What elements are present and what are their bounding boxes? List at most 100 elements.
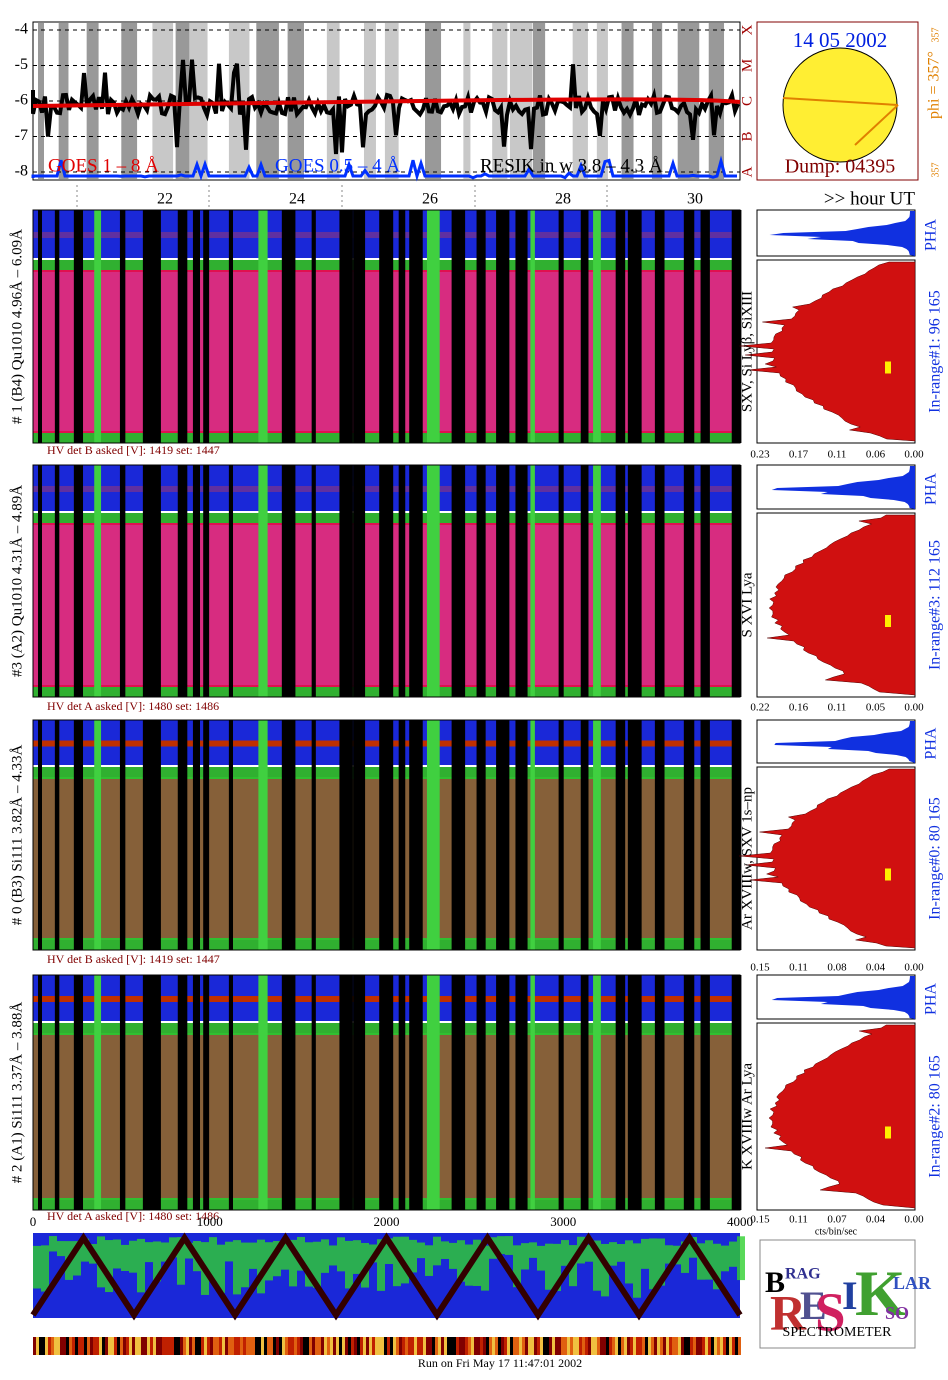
timeline-cell [657, 1337, 660, 1355]
timeline-cell [327, 1337, 330, 1355]
marker [885, 361, 891, 374]
y-tick-label: -8 [15, 163, 28, 180]
data-gap [228, 465, 234, 697]
counter-fill [305, 1242, 313, 1287]
data-gap [203, 720, 210, 950]
counter-fill [433, 1236, 441, 1266]
timeline-cell [501, 1337, 504, 1355]
marker [885, 1126, 891, 1139]
timeline-cell [690, 1337, 693, 1355]
timeline-cell [363, 1337, 366, 1355]
x-tick-label: 0.16 [789, 702, 809, 714]
data-gap [154, 975, 161, 1210]
timeline-cell [102, 1337, 105, 1355]
frame [32, 209, 741, 444]
data-gap [558, 975, 564, 1210]
timeline-cell [348, 1337, 351, 1355]
timeline-cell [672, 1337, 675, 1355]
data-gap [593, 975, 601, 1210]
timeline-cell [90, 1337, 93, 1355]
timeline-cell [282, 1337, 285, 1355]
timeline-cell [96, 1337, 99, 1355]
timeline-cell [84, 1337, 87, 1355]
data-gap [94, 720, 102, 950]
data-gap [700, 975, 710, 1210]
goes-red [32, 97, 741, 108]
counter-fill [553, 1243, 561, 1291]
pha-histogram [774, 721, 915, 763]
inrange: In-range#3: 112 165 [927, 540, 944, 670]
logo-box [759, 1239, 916, 1349]
x-tick-label: 0.05 [866, 702, 886, 714]
data-gap [409, 720, 423, 950]
line-label: S XVI Lya [739, 572, 755, 637]
x-tick-label: 0.11 [789, 962, 808, 974]
goes-short [31, 155, 737, 182]
data-gap [258, 465, 268, 697]
timeline-cell [510, 1337, 513, 1355]
counter-fill [361, 1242, 369, 1288]
data-gap [353, 465, 366, 697]
data-gap [731, 465, 742, 697]
counter-fill [353, 1240, 361, 1274]
flare-class: X [739, 24, 755, 35]
logo-letter: I [842, 1273, 858, 1318]
x-tick-label: 0.00 [904, 1214, 924, 1226]
timeline-cell [234, 1337, 237, 1355]
counter-fill [161, 1242, 169, 1262]
counter-fill [249, 1242, 257, 1269]
x-tick-label: 0.07 [827, 1214, 847, 1226]
x-tick-label: 0.22 [750, 702, 769, 714]
timeline-cell [309, 1337, 312, 1355]
timeline-cell [705, 1337, 708, 1355]
data-gap [379, 465, 394, 697]
data-gap [353, 210, 366, 443]
timeline-cell [627, 1337, 630, 1355]
data-gap [339, 720, 353, 950]
timeline-cell [567, 1337, 570, 1355]
counter-fill [169, 1237, 177, 1258]
counter-fill [81, 1238, 89, 1262]
pha-label: PHA [923, 219, 940, 251]
data-gap [192, 465, 201, 697]
counter-fill [721, 1245, 729, 1272]
timeline-cell [438, 1337, 441, 1355]
timeline-cell [33, 1337, 36, 1355]
counter-fill [385, 1238, 393, 1264]
data-gap [615, 720, 626, 950]
timeline-cell [636, 1337, 639, 1355]
timeline-cell [156, 1337, 159, 1355]
timeline-cell [168, 1337, 171, 1355]
timeline-cell [375, 1337, 378, 1355]
counter-fill [665, 1245, 673, 1264]
data-gap [451, 210, 466, 443]
data-gap [654, 210, 665, 443]
inrange: In-range#1: 96 165 [927, 290, 944, 413]
timeline-cell [123, 1337, 126, 1355]
timeline-cell [666, 1337, 669, 1355]
panel-label: #3 (A2) Qu1010 4.31Å – 4.89Å [9, 485, 25, 677]
timeline-cell [138, 1337, 141, 1355]
counter-fill [697, 1243, 705, 1280]
x-tick-label: 0.17 [789, 449, 809, 461]
timeline-cell [279, 1337, 282, 1355]
timeline-cell [663, 1337, 666, 1355]
timeline-cell [150, 1337, 153, 1355]
timeline-cell [684, 1337, 687, 1355]
x-tick-label: 0.11 [828, 702, 847, 714]
counter-fill [409, 1239, 417, 1273]
timeline-cell [390, 1337, 393, 1355]
counter-fill [593, 1240, 601, 1291]
timeline-cell [411, 1337, 414, 1355]
counter-fill [329, 1245, 337, 1266]
timeline-cell [255, 1337, 258, 1355]
timeline-cell [87, 1337, 90, 1355]
timeline-cell [126, 1337, 129, 1355]
scan-pattern [30, 1232, 743, 1321]
timeline-cell [144, 1337, 147, 1355]
line-label: SXV, Si Lyβ, SiXIII [739, 291, 755, 412]
timeline-cell [426, 1337, 429, 1355]
counter-fill [633, 1243, 641, 1298]
counter-fill [281, 1242, 289, 1270]
counter-fill [617, 1244, 625, 1262]
